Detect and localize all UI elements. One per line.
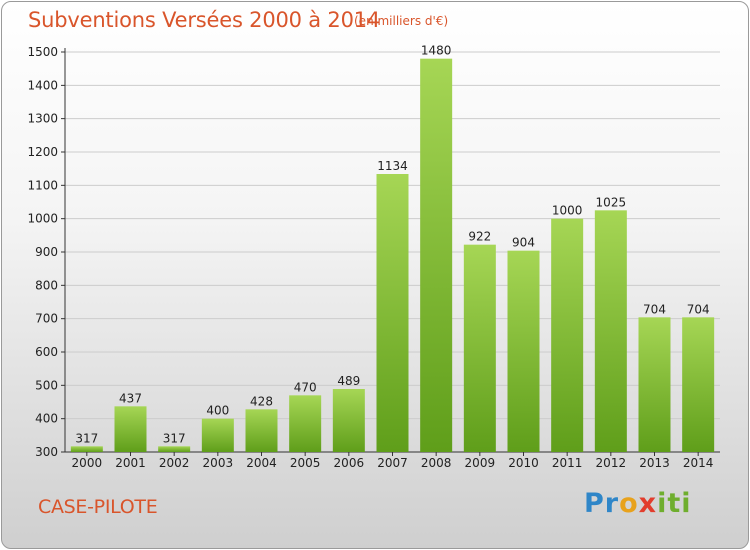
bar bbox=[332, 389, 365, 452]
data-label: 1000 bbox=[552, 204, 583, 218]
bar bbox=[289, 395, 322, 452]
commune-name: CASE-PILOTE bbox=[38, 496, 158, 518]
data-label: 704 bbox=[643, 302, 666, 316]
x-tick-label: 2003 bbox=[203, 456, 234, 470]
y-tick-label: 1500 bbox=[27, 45, 58, 59]
y-tick-label: 1000 bbox=[27, 212, 58, 226]
y-tick-label: 900 bbox=[35, 245, 58, 259]
x-tick-label: 2012 bbox=[596, 456, 627, 470]
bar bbox=[594, 210, 627, 452]
data-label: 317 bbox=[75, 431, 98, 445]
x-tick-label: 2010 bbox=[508, 456, 539, 470]
logo-part: x bbox=[638, 488, 658, 519]
y-tick-label: 1300 bbox=[27, 112, 58, 126]
chart-title: Subventions Versées 2000 à 2014 bbox=[28, 8, 381, 32]
y-tick-label: 600 bbox=[35, 345, 58, 359]
x-tick-label: 2002 bbox=[159, 456, 190, 470]
data-label: 428 bbox=[250, 394, 273, 408]
bar bbox=[551, 218, 584, 452]
data-label: 470 bbox=[294, 380, 317, 394]
x-tick-label: 2000 bbox=[72, 456, 103, 470]
logo-part: Pr bbox=[584, 488, 620, 519]
logo-part: o bbox=[619, 488, 639, 519]
bar bbox=[376, 174, 409, 452]
axes: 300 400 500 600 700 800 900 1000 1100 1200 1300 140… bbox=[27, 45, 720, 459]
x-tick-label: 2005 bbox=[290, 456, 321, 470]
data-label: 922 bbox=[468, 230, 491, 244]
bar bbox=[507, 250, 540, 452]
y-tick-label: 300 bbox=[35, 445, 58, 459]
y-tick-label: 1400 bbox=[27, 78, 58, 92]
y-tick-label: 400 bbox=[35, 412, 58, 426]
bar bbox=[638, 317, 671, 452]
bar bbox=[158, 446, 191, 452]
data-label: 904 bbox=[512, 236, 535, 250]
x-tick-label: 2011 bbox=[552, 456, 583, 470]
data-label: 1025 bbox=[596, 195, 627, 209]
y-tick-label: 1100 bbox=[27, 178, 58, 192]
data-label: 489 bbox=[337, 374, 360, 388]
logo-part: iti bbox=[657, 488, 692, 519]
proxiti-logo: Proxiti bbox=[584, 488, 692, 519]
data-label: 400 bbox=[206, 404, 229, 418]
chart-subtitle: (en milliers d'€) bbox=[354, 14, 449, 28]
x-tick-label: 2013 bbox=[639, 456, 670, 470]
data-label: 1480 bbox=[421, 44, 452, 58]
x-tick-label: 2008 bbox=[421, 456, 452, 470]
bar bbox=[682, 317, 715, 452]
bar bbox=[70, 446, 103, 452]
data-label: 1134 bbox=[377, 159, 408, 173]
data-label: 317 bbox=[163, 431, 186, 445]
y-tick-label: 800 bbox=[35, 278, 58, 292]
x-tick-label: 2009 bbox=[465, 456, 496, 470]
bar bbox=[201, 418, 234, 452]
bars bbox=[70, 58, 715, 453]
x-tick-label: 2006 bbox=[334, 456, 365, 470]
x-tick-label: 2001 bbox=[115, 456, 146, 470]
y-tick-label: 500 bbox=[35, 378, 58, 392]
x-tick-label: 2014 bbox=[683, 456, 714, 470]
bar bbox=[114, 406, 147, 452]
data-label: 704 bbox=[687, 302, 710, 316]
bar bbox=[245, 409, 278, 452]
data-label: 437 bbox=[119, 391, 142, 405]
y-tick-label: 1200 bbox=[27, 145, 58, 159]
y-tick-label: 700 bbox=[35, 312, 58, 326]
bar bbox=[420, 58, 453, 453]
labels: 2000 317 2001 437 2002 317 2003 400 2004 428 2005 4… bbox=[72, 44, 714, 470]
x-tick-label: 2004 bbox=[246, 456, 277, 470]
x-tick-label: 2007 bbox=[377, 456, 408, 470]
bar bbox=[463, 244, 496, 452]
